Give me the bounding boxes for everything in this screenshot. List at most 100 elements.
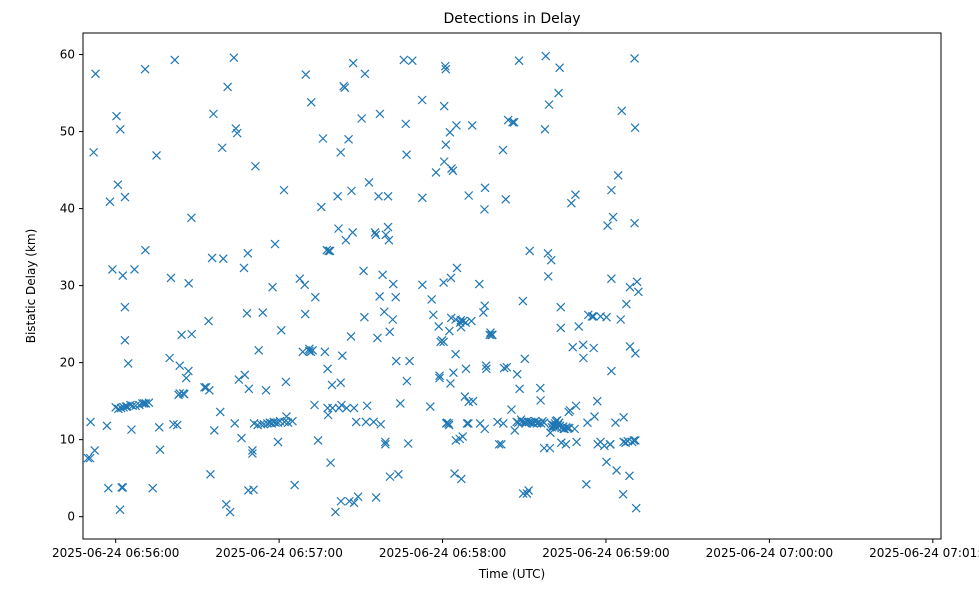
- data-point: [503, 115, 513, 125]
- data-point: [499, 363, 509, 373]
- data-point: [239, 263, 249, 273]
- x-tick-label: 2025-06-24 06:57:00: [215, 546, 342, 560]
- data-point: [288, 416, 297, 426]
- y-tick-label: 60: [60, 48, 75, 62]
- data-point: [435, 373, 444, 383]
- data-point: [347, 186, 356, 196]
- data-point: [179, 389, 189, 399]
- data-point: [391, 292, 401, 302]
- data-point: [127, 425, 136, 435]
- data-point: [373, 333, 382, 343]
- data-point: [181, 373, 191, 383]
- data-point: [381, 230, 391, 240]
- data-point: [155, 445, 165, 455]
- data-point: [417, 280, 427, 290]
- data-point: [336, 378, 346, 388]
- data-point: [364, 177, 374, 187]
- data-point: [115, 505, 125, 515]
- data-point: [215, 407, 225, 417]
- data-point: [244, 384, 254, 394]
- data-point: [439, 101, 449, 111]
- data-point: [348, 228, 358, 237]
- data-point: [571, 401, 581, 411]
- x-tick-label: 2025-06-24 07:00:00: [706, 546, 833, 560]
- data-point: [323, 410, 333, 420]
- data-point: [624, 471, 634, 481]
- data-point: [306, 97, 316, 107]
- data-point: [148, 483, 158, 493]
- data-point: [468, 396, 478, 406]
- data-point: [249, 485, 258, 495]
- data-point: [625, 342, 635, 351]
- data-point: [187, 329, 197, 339]
- data-point: [572, 437, 581, 447]
- data-point: [444, 420, 454, 430]
- data-point: [316, 202, 326, 212]
- data-point: [310, 292, 320, 302]
- data-point: [141, 399, 151, 408]
- data-point: [232, 128, 242, 138]
- data-point: [460, 392, 470, 401]
- data-point: [200, 382, 209, 392]
- data-point: [327, 380, 337, 390]
- y-axis: 0 10 20 30 40 50 60: [60, 48, 83, 524]
- data-point: [554, 88, 564, 98]
- data-point: [462, 419, 472, 428]
- data-point: [518, 489, 528, 498]
- y-axis-label: Bistatic Delay (km): [24, 229, 38, 344]
- data-point: [606, 185, 616, 195]
- data-point: [522, 489, 532, 498]
- data-point: [583, 418, 592, 428]
- data-point: [630, 348, 640, 358]
- data-point: [308, 345, 318, 355]
- data-point: [556, 323, 566, 333]
- data-point: [498, 419, 508, 428]
- data-point: [587, 311, 597, 321]
- data-point: [541, 51, 551, 61]
- data-point: [566, 198, 576, 208]
- data-point: [290, 480, 300, 490]
- data-point: [563, 423, 572, 433]
- data-point: [281, 377, 291, 387]
- data-point: [119, 402, 129, 412]
- data-point: [259, 419, 269, 429]
- data-point: [243, 248, 253, 258]
- data-point: [578, 340, 588, 350]
- data-point: [480, 424, 490, 434]
- data-point: [613, 171, 623, 180]
- data-point: [184, 278, 194, 288]
- data-point: [625, 282, 635, 292]
- data-point: [91, 69, 100, 79]
- data-point: [606, 274, 616, 284]
- data-point: [568, 342, 578, 352]
- y-tick-label: 40: [60, 202, 75, 216]
- data-point: [120, 335, 130, 345]
- data-point: [555, 63, 565, 73]
- data-point: [371, 230, 381, 240]
- data-point: [207, 253, 217, 263]
- data-point: [130, 265, 139, 274]
- data-point: [467, 120, 477, 130]
- data-point: [336, 496, 346, 506]
- data-point: [474, 279, 484, 289]
- data-point: [388, 279, 398, 289]
- data-point: [349, 498, 359, 508]
- data-point: [536, 419, 546, 428]
- data-point: [481, 361, 491, 371]
- data-point: [223, 82, 233, 92]
- data-point: [434, 322, 444, 331]
- data-point: [485, 330, 495, 340]
- data-point: [589, 343, 599, 353]
- data-point: [218, 254, 228, 264]
- data-point: [450, 469, 459, 478]
- data-point: [165, 353, 175, 363]
- data-point: [140, 245, 150, 255]
- y-tick-label: 20: [60, 356, 75, 370]
- data-point: [393, 469, 403, 479]
- data-point: [428, 310, 438, 320]
- data-point: [209, 425, 219, 435]
- data-point: [166, 273, 176, 283]
- x-tick-label: 2025-06-24 06:59:00: [542, 546, 669, 560]
- data-point: [116, 403, 126, 413]
- data-point: [461, 364, 471, 374]
